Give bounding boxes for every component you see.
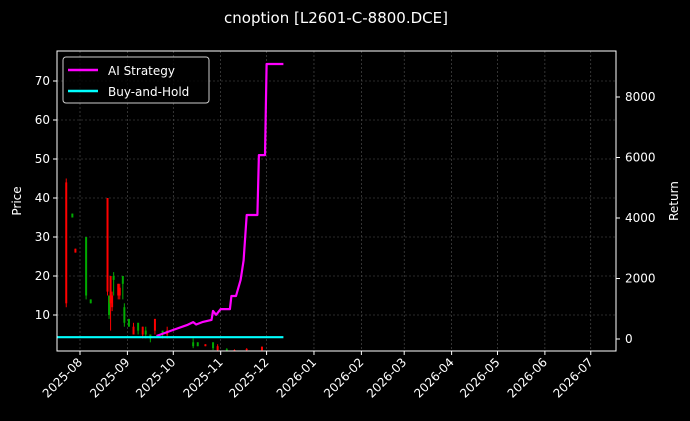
- candle-body: [196, 342, 199, 347]
- candle-body: [121, 276, 124, 284]
- candle-body: [109, 276, 112, 304]
- candle-body: [212, 342, 215, 349]
- y-tick-label-right: 8000: [625, 90, 656, 104]
- legend-box: [62, 56, 210, 104]
- y-axis-label-right: Return: [667, 181, 681, 221]
- y-axis-label-left: Price: [10, 186, 24, 215]
- candle-body: [144, 330, 147, 335]
- candle-body: [65, 182, 68, 304]
- candle-body: [117, 283, 120, 296]
- y-tick-label-left: 10: [35, 308, 50, 322]
- chart-title: cnoption [L2601-C-8800.DCE]: [224, 9, 448, 27]
- candle-body: [127, 318, 130, 327]
- candle-body: [106, 198, 109, 292]
- y-tick-label-right: 6000: [625, 151, 656, 165]
- candle-body: [245, 348, 248, 351]
- y-tick-label-right: 2000: [625, 272, 656, 286]
- y-tick-label-left: 60: [35, 113, 50, 127]
- legend: AI Strategy Buy-and-Hold: [62, 56, 210, 104]
- candle-body: [108, 295, 111, 315]
- candle-body: [260, 346, 263, 351]
- y-tick-label-left: 50: [35, 152, 50, 166]
- plot-frame: [56, 50, 617, 352]
- series-line-ai-strategy: [156, 62, 284, 338]
- candle-body: [89, 299, 92, 304]
- candle-body: [71, 213, 74, 218]
- y-axis-left: 10 20 30 40 50 60 70: [35, 74, 57, 322]
- series-lines: [57, 62, 284, 339]
- candle-body: [112, 276, 115, 280]
- y-tick-label-left: 30: [35, 230, 50, 244]
- candle-body: [85, 237, 88, 296]
- candle-body: [74, 248, 77, 253]
- candle-body: [137, 322, 140, 331]
- y-tick-label-right: 4000: [625, 211, 656, 225]
- candle-body: [111, 295, 114, 308]
- candle-body: [225, 349, 228, 351]
- candle-body: [141, 326, 144, 335]
- y-tick-label-left: 20: [35, 269, 50, 283]
- candlesticks: [65, 178, 263, 352]
- y-tick-label-right: 0: [625, 332, 633, 346]
- legend-label-buy-and-hold: Buy-and-Hold: [108, 85, 189, 99]
- candle-body: [204, 344, 207, 347]
- y-tick-label-left: 70: [35, 74, 50, 88]
- legend-label-ai-strategy: AI Strategy: [108, 64, 175, 78]
- candle-body: [132, 326, 135, 335]
- y-axis-right: 0 2000 4000 6000 8000: [616, 90, 656, 346]
- candle-body: [161, 330, 164, 335]
- candle-body: [123, 307, 126, 323]
- candle-body: [216, 346, 219, 351]
- candle-body: [153, 318, 156, 331]
- y-tick-label-left: 40: [35, 191, 50, 205]
- candle-body: [192, 342, 195, 347]
- candle-body: [118, 287, 121, 296]
